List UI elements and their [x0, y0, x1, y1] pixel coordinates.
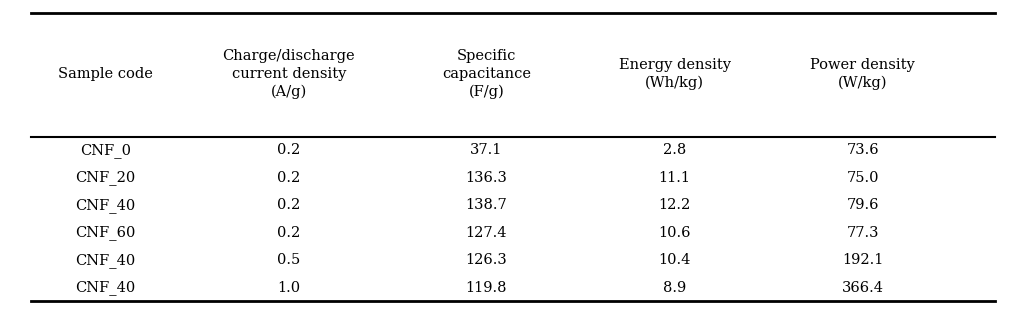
Text: 73.6: 73.6 — [846, 143, 879, 157]
Text: 138.7: 138.7 — [466, 198, 507, 212]
Text: 1.0: 1.0 — [277, 281, 301, 295]
Text: CNF_0: CNF_0 — [80, 143, 131, 158]
Text: CNF_20: CNF_20 — [75, 171, 135, 185]
Text: 0.2: 0.2 — [277, 198, 301, 212]
Text: CNF_60: CNF_60 — [75, 225, 135, 240]
Text: 366.4: 366.4 — [841, 281, 883, 295]
Text: 119.8: 119.8 — [466, 281, 507, 295]
Text: 11.1: 11.1 — [659, 171, 690, 185]
Text: CNF_40: CNF_40 — [75, 280, 135, 295]
Text: 0.5: 0.5 — [277, 253, 301, 267]
Text: 127.4: 127.4 — [466, 226, 507, 240]
Text: CNF_40: CNF_40 — [75, 253, 135, 268]
Text: Specific
capacitance
(F/g): Specific capacitance (F/g) — [442, 49, 531, 99]
Text: Sample code: Sample code — [58, 67, 153, 81]
Text: 10.6: 10.6 — [659, 226, 690, 240]
Text: Energy density
(Wh/kg): Energy density (Wh/kg) — [619, 57, 731, 90]
Text: Power density
(W/kg): Power density (W/kg) — [811, 57, 915, 90]
Text: 2.8: 2.8 — [663, 143, 686, 157]
Text: 75.0: 75.0 — [846, 171, 879, 185]
Text: 0.2: 0.2 — [277, 143, 301, 157]
Text: 77.3: 77.3 — [846, 226, 879, 240]
Text: 126.3: 126.3 — [466, 253, 507, 267]
Text: Charge/discharge
current density
(A/g): Charge/discharge current density (A/g) — [223, 49, 355, 99]
Text: 79.6: 79.6 — [846, 198, 879, 212]
Text: 136.3: 136.3 — [466, 171, 508, 185]
Text: 37.1: 37.1 — [470, 143, 503, 157]
Text: 10.4: 10.4 — [659, 253, 690, 267]
Text: 12.2: 12.2 — [659, 198, 690, 212]
Text: 0.2: 0.2 — [277, 171, 301, 185]
Text: 0.2: 0.2 — [277, 226, 301, 240]
Text: 8.9: 8.9 — [663, 281, 686, 295]
Text: 192.1: 192.1 — [842, 253, 883, 267]
Text: CNF_40: CNF_40 — [75, 198, 135, 213]
